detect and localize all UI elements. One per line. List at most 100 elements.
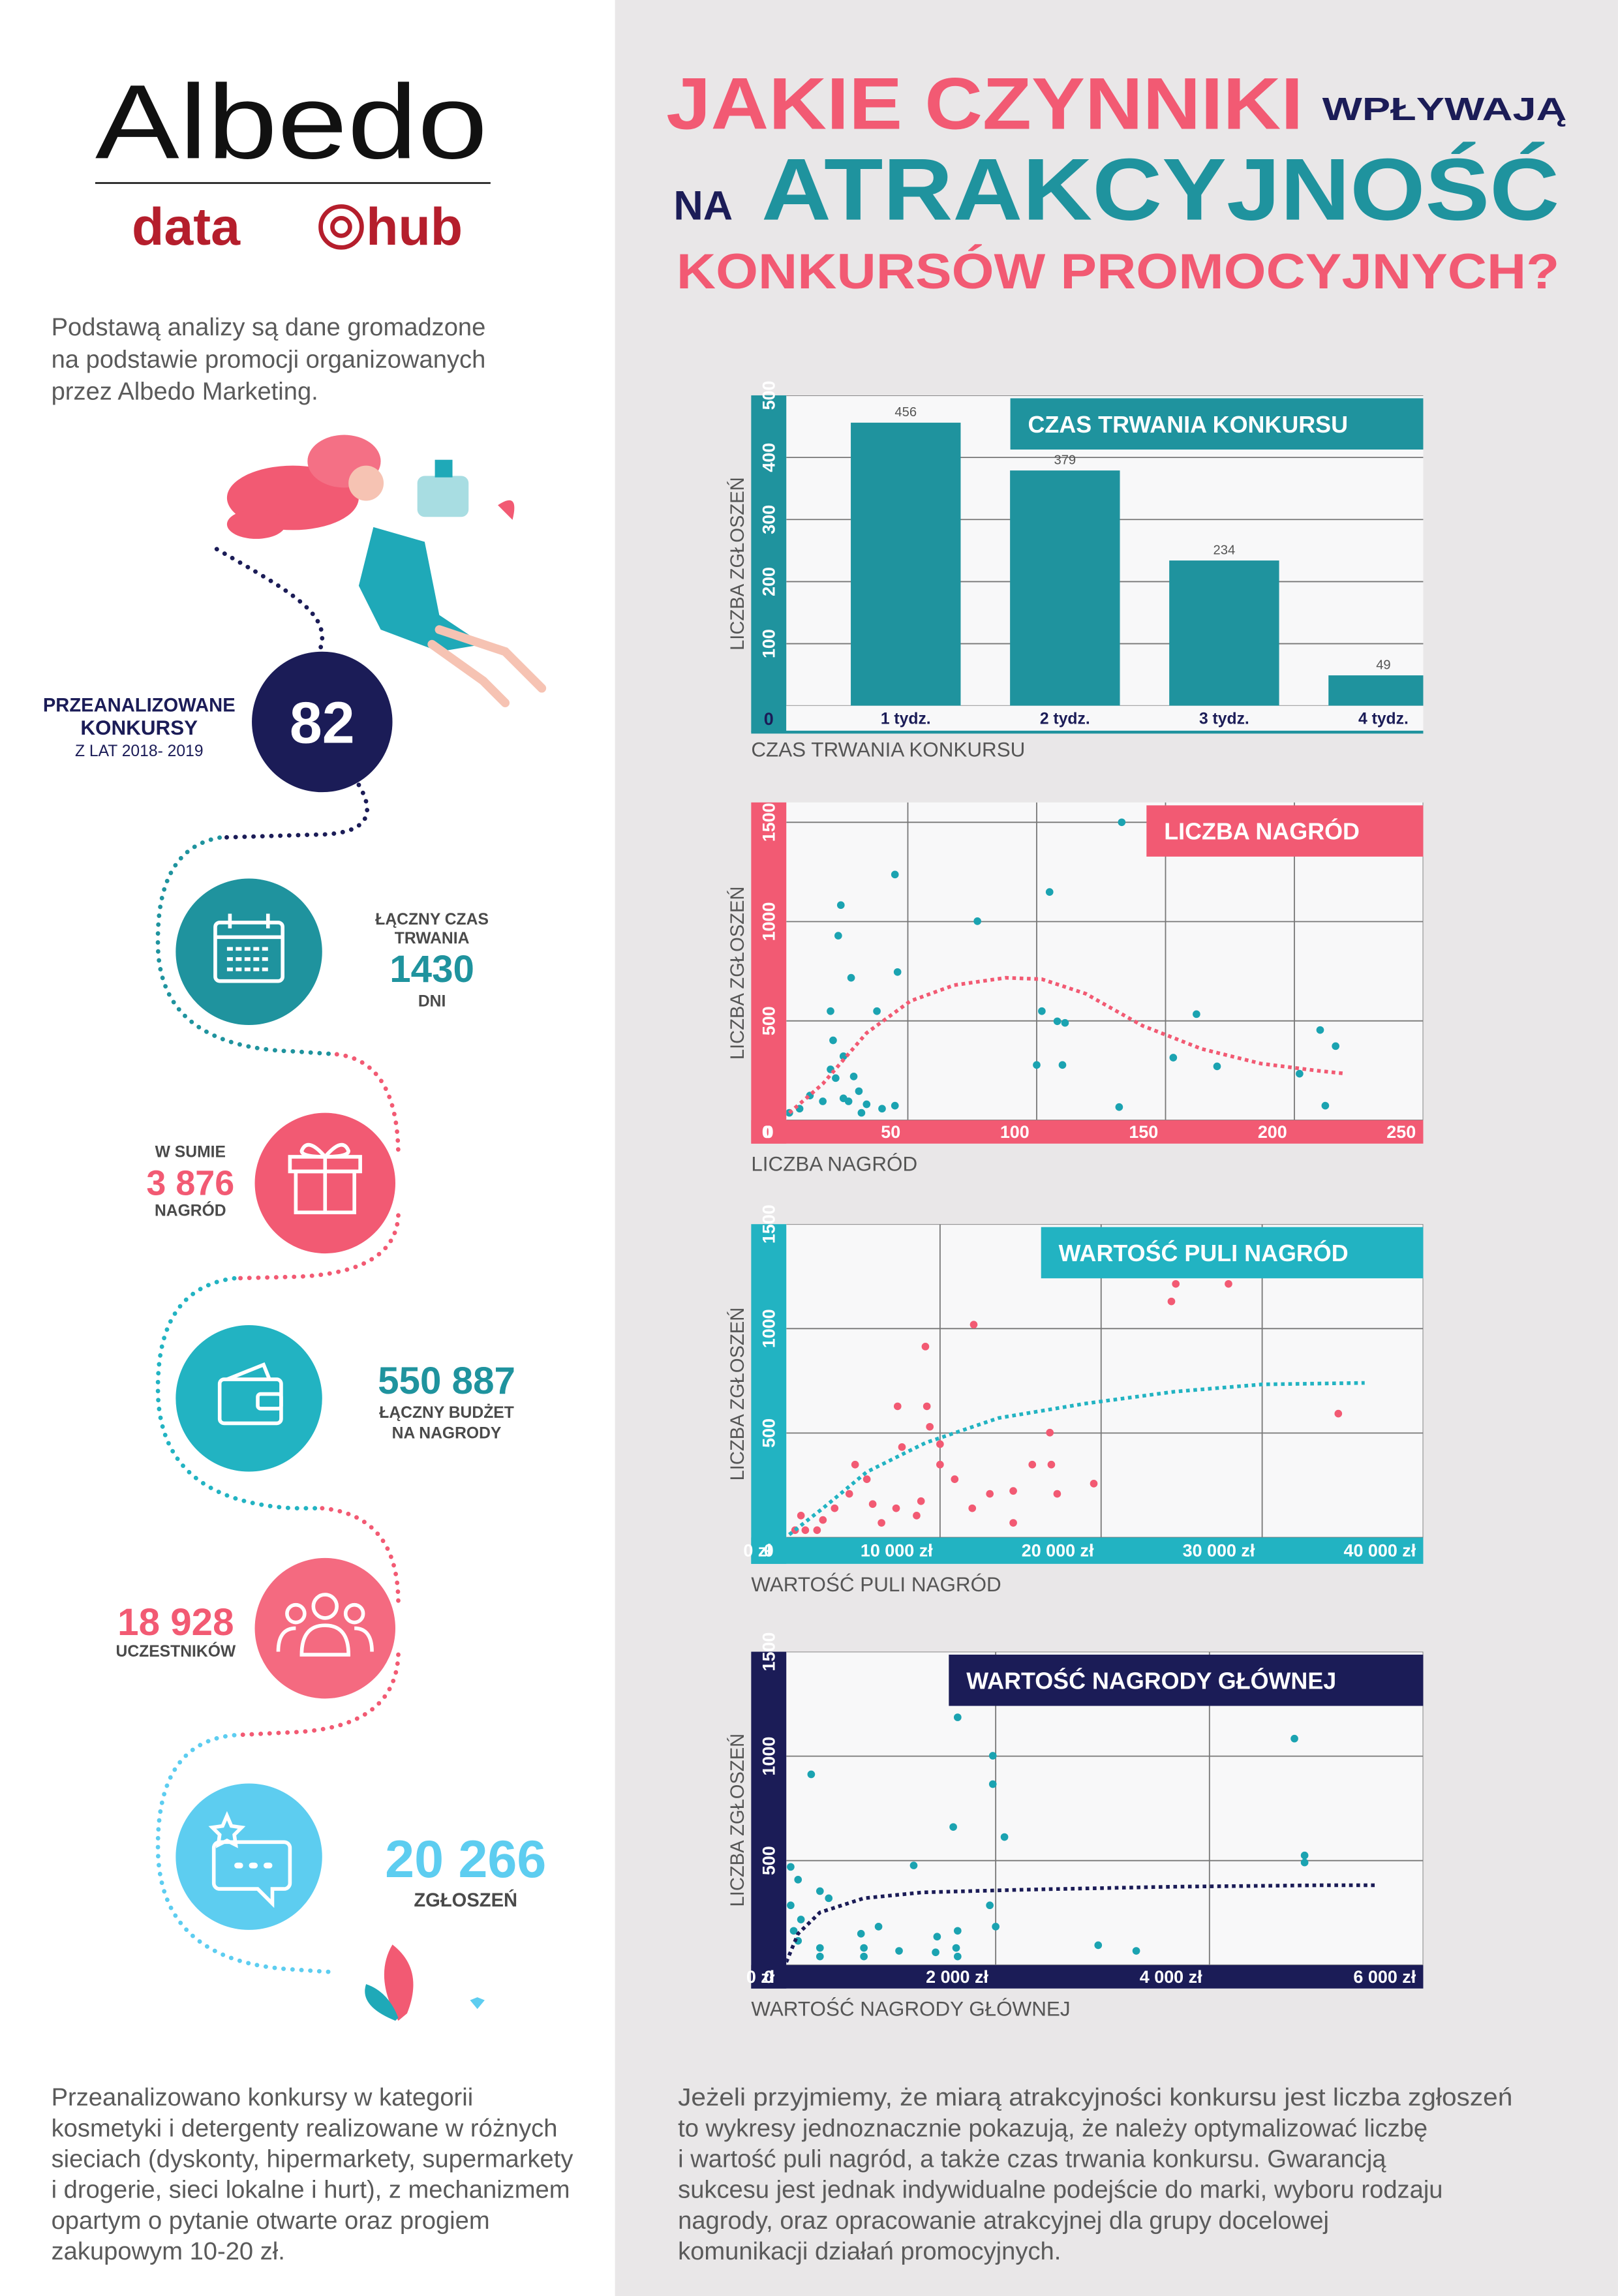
point bbox=[951, 1475, 959, 1483]
y-tick-label: 1000 bbox=[759, 902, 778, 941]
point bbox=[1046, 1428, 1054, 1437]
point bbox=[819, 1516, 827, 1524]
point bbox=[952, 1944, 960, 1952]
stat-label: KONKURSY bbox=[80, 716, 198, 739]
x-axis-band bbox=[751, 1965, 1424, 1989]
intro-line: na podstawie promocji organizowanych bbox=[52, 345, 486, 373]
point bbox=[969, 1321, 978, 1329]
point bbox=[1300, 1858, 1309, 1867]
point bbox=[878, 1105, 886, 1113]
point bbox=[932, 1948, 939, 1957]
x-axis-band bbox=[751, 1537, 1424, 1564]
y-tick-label: 0 bbox=[764, 1967, 774, 1987]
footer-line: komunikacji działań promocyjnych. bbox=[678, 2237, 1061, 2265]
point bbox=[933, 1933, 941, 1941]
point bbox=[787, 1901, 795, 1910]
x-axis-title: LICZBA NAGRÓD bbox=[751, 1153, 917, 1176]
people-icon bbox=[276, 1593, 374, 1657]
x-tick-label: 200 bbox=[1258, 1122, 1287, 1142]
connector bbox=[232, 1652, 401, 1737]
point bbox=[1193, 1010, 1200, 1018]
x-tick-label: 3 tydz. bbox=[1199, 710, 1249, 727]
icon-part bbox=[208, 1811, 246, 1848]
y-tick-label: 500 bbox=[759, 380, 778, 410]
bar bbox=[1010, 470, 1120, 706]
x-tick-label: 40 000 zł bbox=[1343, 1541, 1416, 1561]
point bbox=[988, 1780, 997, 1788]
point bbox=[1115, 1103, 1123, 1111]
stat-circle bbox=[252, 651, 393, 793]
decoration bbox=[470, 1997, 485, 2010]
point bbox=[845, 1490, 853, 1498]
stat-unit: NAGRÓD bbox=[155, 1202, 226, 1220]
point bbox=[1009, 1487, 1017, 1495]
icon-part bbox=[256, 1392, 283, 1411]
bar bbox=[1328, 675, 1424, 706]
point bbox=[953, 1713, 962, 1721]
plot bbox=[786, 1224, 1424, 1538]
point bbox=[860, 1944, 868, 1952]
x-axis-band bbox=[786, 705, 1424, 733]
point bbox=[893, 1402, 902, 1411]
point bbox=[847, 973, 855, 982]
gift-icon bbox=[288, 1142, 362, 1215]
icon-part bbox=[299, 1623, 350, 1657]
bar bbox=[851, 422, 961, 706]
x-tick-label: 0 bbox=[762, 1122, 772, 1142]
stat-label: ŁĄCZNY BUDŻET bbox=[379, 1404, 514, 1422]
logo-data: data bbox=[132, 198, 241, 256]
point bbox=[829, 1036, 837, 1045]
illustration bbox=[417, 476, 469, 517]
point bbox=[825, 1894, 833, 1903]
y-tick-label: 0 bbox=[764, 709, 774, 729]
title-line: JAKIE CZYNNIKI bbox=[666, 62, 1303, 144]
y-axis-band bbox=[751, 1224, 787, 1564]
point bbox=[816, 1944, 824, 1952]
point bbox=[909, 1861, 918, 1869]
footer-line: opartym o pytanie otwarte oraz progiem bbox=[52, 2207, 490, 2235]
point bbox=[839, 1094, 847, 1103]
point bbox=[860, 1952, 868, 1961]
illustration bbox=[348, 465, 384, 501]
stat-value: 20 266 bbox=[385, 1830, 546, 1889]
x-tick-label: 0 zł bbox=[743, 1541, 772, 1561]
point bbox=[1225, 1279, 1232, 1288]
y-axis-band bbox=[751, 395, 787, 733]
point bbox=[921, 1342, 930, 1351]
illustration bbox=[498, 500, 515, 520]
point bbox=[1009, 1519, 1017, 1527]
point bbox=[1118, 818, 1126, 827]
y-tick-label: 1500 bbox=[759, 1204, 778, 1244]
point bbox=[816, 1952, 824, 1961]
value-label: 379 bbox=[1054, 453, 1076, 467]
point bbox=[787, 1863, 795, 1871]
point bbox=[891, 870, 899, 879]
x-tick-label: 2 tydz. bbox=[1040, 710, 1090, 727]
stat-value: 550 887 bbox=[378, 1360, 515, 1402]
stat-value: 82 bbox=[290, 691, 355, 756]
stat-label: PRZEANALIZOWANE bbox=[43, 696, 236, 716]
point bbox=[1094, 1941, 1103, 1950]
title-small: NA bbox=[673, 183, 733, 229]
y-tick-label: 1500 bbox=[759, 803, 778, 842]
chart-title: LICZBA NAGRÓD bbox=[1164, 819, 1360, 845]
point bbox=[857, 1109, 866, 1117]
point bbox=[892, 1504, 900, 1512]
icon-part bbox=[285, 1602, 307, 1625]
stat-label: UCZESTNIKÓW bbox=[116, 1642, 236, 1661]
stat-circle bbox=[176, 1783, 322, 1930]
icon-part bbox=[211, 1840, 292, 1908]
point bbox=[816, 1887, 824, 1895]
chart-title: WARTOŚĆ PULI NAGRÓD bbox=[1059, 1240, 1349, 1266]
calendar-icon bbox=[213, 913, 284, 983]
x-tick-label: 100 bbox=[1000, 1122, 1030, 1142]
point bbox=[851, 1460, 859, 1469]
x-axis-title: CZAS TRWANIA KONKURSU bbox=[751, 739, 1025, 761]
plot bbox=[786, 395, 1424, 706]
footer-line: i wartość puli nagród, a także czas trwa… bbox=[678, 2145, 1386, 2173]
point bbox=[1290, 1734, 1298, 1743]
illustration bbox=[358, 527, 483, 652]
point bbox=[1213, 1062, 1221, 1071]
y-tick-label: 1000 bbox=[759, 1309, 778, 1348]
